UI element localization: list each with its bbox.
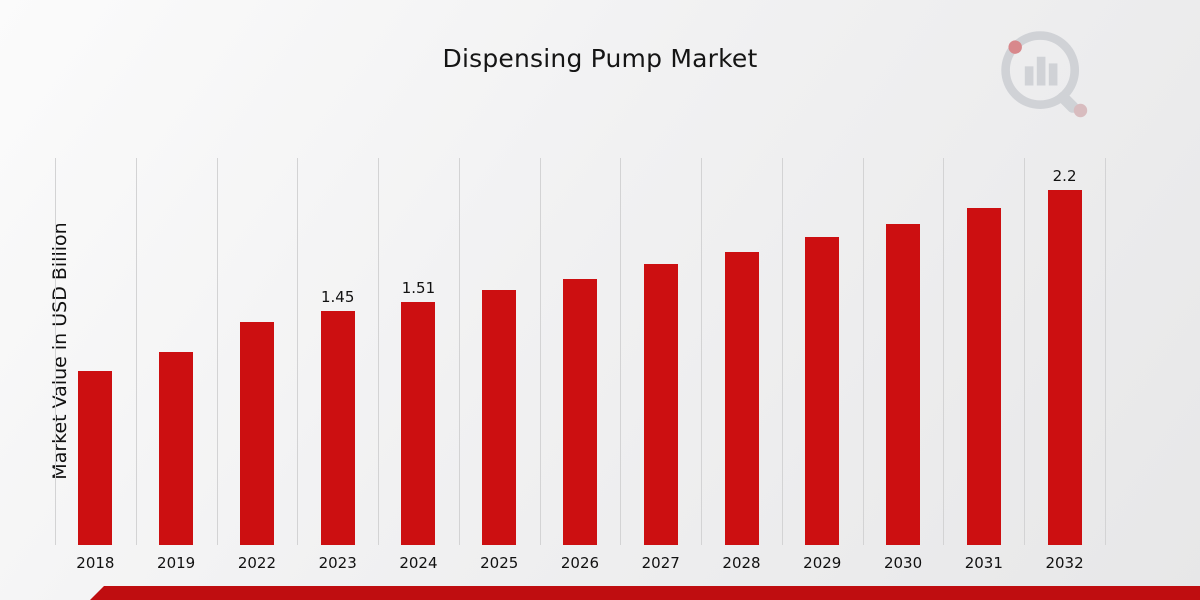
bar-2029 bbox=[805, 237, 840, 545]
bar-slot-2023: 1.45 2023 bbox=[297, 158, 378, 572]
bar-2026 bbox=[562, 278, 597, 545]
x-tick-label: 2026 bbox=[560, 554, 600, 572]
gridline bbox=[378, 158, 380, 545]
x-tick-label: 2019 bbox=[157, 554, 196, 572]
gridline bbox=[135, 158, 137, 545]
gridline bbox=[539, 158, 541, 545]
bar-value-label: 1.45 bbox=[320, 288, 355, 307]
bar-value-label: 1.51 bbox=[401, 278, 436, 297]
bar-slot-2032: 2.2 2032 bbox=[1024, 158, 1105, 572]
x-tick-label: 2025 bbox=[480, 554, 519, 572]
gridline bbox=[1105, 158, 1106, 545]
x-tick-label: 2029 bbox=[803, 554, 842, 572]
market-research-logo-icon bbox=[1001, 31, 1088, 118]
gridline bbox=[297, 158, 299, 545]
bar-2023 bbox=[320, 311, 355, 545]
x-tick-label: 2023 bbox=[318, 554, 357, 572]
gridline bbox=[620, 158, 622, 545]
bar-2022 bbox=[239, 322, 274, 545]
bar-2028 bbox=[724, 251, 759, 545]
x-tick-label: 2018 bbox=[76, 554, 115, 572]
x-tick-label: 2031 bbox=[964, 554, 1003, 572]
page-title: Dispensing Pump Market bbox=[442, 44, 758, 73]
gridline bbox=[701, 158, 703, 545]
bar-2032 bbox=[1047, 190, 1082, 545]
bar-slot-2027: 2027 bbox=[620, 158, 701, 572]
bar-2025 bbox=[482, 290, 517, 545]
x-tick-label: 2032 bbox=[1045, 554, 1084, 572]
bar-chart: 2018 2019 2022 1.45 2023 1.51 2024 2025 2026 2027… bbox=[55, 158, 1106, 572]
gridline bbox=[216, 158, 218, 545]
bar-2027 bbox=[643, 264, 678, 545]
bar-2031 bbox=[966, 208, 1001, 545]
x-tick-label: 2028 bbox=[722, 554, 761, 572]
gridline bbox=[862, 158, 864, 545]
bar-slot-2024: 1.51 2024 bbox=[378, 158, 459, 572]
bar-2019 bbox=[159, 351, 194, 545]
bar-2030 bbox=[886, 224, 921, 545]
bar-2024 bbox=[401, 301, 436, 545]
x-tick-label: 2027 bbox=[641, 554, 680, 572]
bottom-ribbon bbox=[90, 586, 1200, 600]
bar-slot-2030: 2030 bbox=[863, 158, 944, 572]
gridline bbox=[781, 158, 783, 545]
bar-slot-2026: 2026 bbox=[540, 158, 621, 572]
bar-slot-2022: 2022 bbox=[217, 158, 298, 572]
bar-slot-2029: 2029 bbox=[782, 158, 863, 572]
gridline bbox=[55, 158, 56, 545]
bar-slot-2028: 2028 bbox=[701, 158, 782, 572]
bar-slot-2018: 2018 bbox=[55, 158, 136, 572]
bars-container: 2018 2019 2022 1.45 2023 1.51 2024 2025 2026 2027… bbox=[55, 158, 1105, 572]
bar-2018 bbox=[78, 370, 113, 545]
gridline bbox=[458, 158, 460, 545]
x-tick-label: 2030 bbox=[883, 554, 923, 572]
bar-slot-2031: 2031 bbox=[943, 158, 1024, 572]
gridline bbox=[1024, 158, 1026, 545]
x-tick-label: 2022 bbox=[237, 554, 276, 572]
bar-slot-2025: 2025 bbox=[459, 158, 540, 572]
bar-value-label: 2.2 bbox=[1052, 167, 1077, 186]
gridline bbox=[943, 158, 945, 545]
x-tick-label: 2024 bbox=[399, 554, 438, 572]
bar-slot-2019: 2019 bbox=[136, 158, 217, 572]
